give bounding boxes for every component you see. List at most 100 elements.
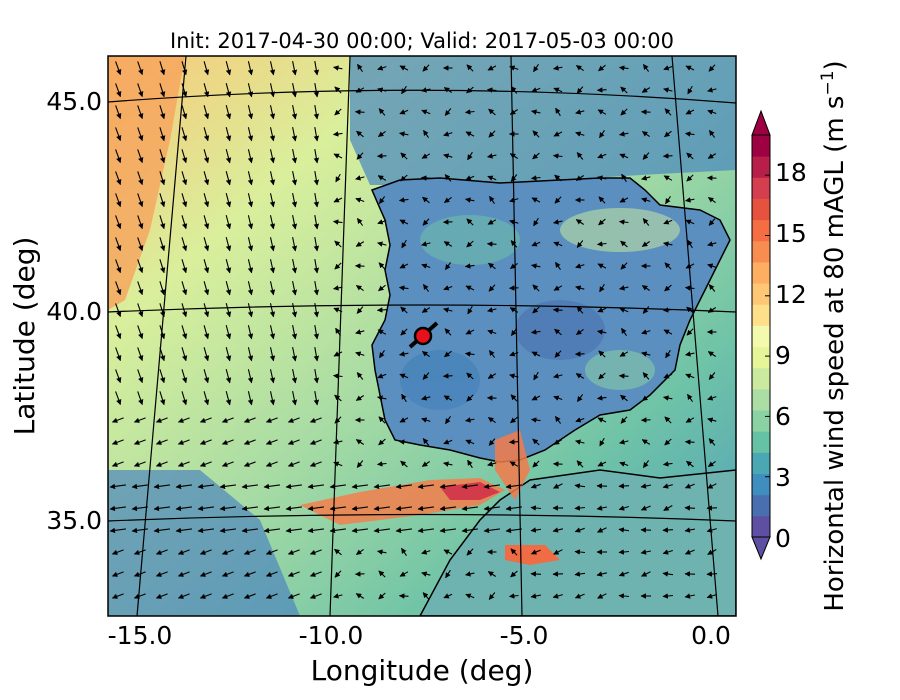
plot-title: Init: 2017-04-30 00:00; Valid: 2017-05-0… (170, 29, 674, 53)
x-axis-label: Longitude (deg) (311, 654, 534, 687)
colorbar-segment (752, 515, 770, 538)
wind-vector-arrow (621, 327, 627, 337)
wind-vector-arrow (509, 109, 519, 115)
wind-vector-arrow (313, 325, 320, 340)
wind-vector-arrow (684, 285, 695, 291)
wind-vector-arrow (421, 350, 430, 358)
wind-vector-arrow (332, 131, 343, 137)
wind-vector-arrow (400, 460, 408, 468)
wind-vector-arrow (685, 109, 695, 115)
wind-vector-arrow (203, 149, 210, 164)
wind-vector-arrow (313, 127, 320, 142)
wind-vector-arrow (421, 417, 431, 423)
wind-vector-arrow (597, 109, 607, 115)
wind-vector-arrow (505, 505, 522, 512)
wind-vector-arrow (269, 171, 276, 186)
wind-vector-arrow (531, 351, 541, 357)
wind-vector-arrow (111, 549, 124, 555)
wind-vector-arrow (203, 193, 210, 208)
wind-vector-arrow (175, 483, 192, 490)
wind-vector-arrow (664, 108, 672, 116)
colorbar-tick-label: 9 (775, 341, 791, 370)
wind-vector-arrow (378, 438, 386, 446)
wind-vector-arrow (575, 417, 585, 423)
wind-vector-arrow (641, 175, 651, 181)
wind-vector-arrow (225, 391, 232, 406)
wind-vector-arrow (706, 527, 717, 533)
wind-vector-arrow (576, 152, 584, 160)
wind-vector-arrow (642, 460, 650, 469)
wind-vector-arrow (596, 87, 607, 93)
colorbar-tick-label: 0 (775, 524, 791, 553)
wind-vector-arrow (575, 373, 585, 379)
wind-vector-arrow (269, 61, 276, 76)
wind-vector-arrow (153, 505, 170, 512)
wind-vector-arrow (575, 219, 585, 225)
wind-vector-arrow (203, 369, 210, 384)
wind-vector-arrow (685, 373, 695, 379)
wind-vector-arrow (307, 527, 324, 534)
wind-vector-arrow (641, 197, 651, 203)
wind-vector-arrow (115, 61, 122, 76)
wind-vector-arrow (373, 527, 390, 534)
wind-vector-arrow (620, 240, 628, 248)
wind-vector-arrow (355, 197, 365, 203)
wind-vector-arrow (159, 237, 166, 252)
wind-vector-arrow (313, 83, 320, 98)
wind-vector-arrow (285, 483, 302, 490)
wind-vector-arrow (355, 329, 365, 335)
wind-vector-arrow (597, 417, 607, 423)
wind-vector-arrow (269, 149, 276, 164)
wind-vector-arrow (203, 171, 210, 186)
wind-vector-arrow (488, 592, 496, 600)
wind-vector-arrow (685, 417, 695, 423)
wind-vector-arrow (131, 483, 148, 490)
wind-vector-arrow (153, 483, 170, 490)
wind-vector-arrow (461, 527, 478, 534)
wind-vector-arrow (620, 416, 628, 424)
wind-vector-arrow (618, 505, 629, 511)
wind-vector-arrow (618, 549, 630, 555)
wind-vector-arrow (329, 527, 346, 534)
wind-vector-arrow (399, 571, 409, 577)
wind-vector-arrow (356, 372, 364, 380)
wind-vector-arrow (641, 351, 651, 357)
colorbar-segment (752, 198, 770, 221)
wind-vector-arrow (203, 127, 210, 142)
wind-vector-arrow (553, 241, 563, 247)
wind-vector-arrow (334, 240, 342, 248)
wind-vector-arrow (133, 461, 146, 467)
wind-vector-arrow (641, 130, 650, 138)
wind-vector-arrow (332, 219, 343, 225)
wind-vector-arrow (597, 307, 607, 313)
wind-vector-arrow (334, 394, 342, 402)
wind-vector-arrow (422, 372, 430, 380)
wind-vector-arrow (351, 483, 368, 490)
wind-vector-arrow (420, 175, 431, 181)
wind-vector-arrow (351, 527, 368, 534)
wind-vector-arrow (247, 369, 254, 384)
colorbar-segment (752, 452, 770, 475)
wind-vector-arrow (399, 131, 409, 137)
wind-vector-arrow (313, 281, 320, 296)
wind-vector-arrow (487, 219, 497, 225)
wind-vector-arrow (159, 281, 166, 296)
wind-vector-arrow (707, 460, 716, 468)
colorbar-frame (751, 134, 771, 538)
wind-vector-arrow (137, 369, 144, 384)
wind-vector-arrow (378, 592, 386, 600)
x-tick-label: -15.0 (108, 621, 173, 650)
wind-vector-arrow (684, 131, 695, 137)
wind-vector-arrow (333, 439, 343, 445)
wind-vector-arrow (685, 351, 695, 357)
wind-vector-arrow (329, 483, 346, 490)
wind-vector-arrow (465, 329, 475, 335)
wind-vector-arrow (243, 461, 256, 467)
wind-vector-arrow (225, 347, 232, 362)
wind-vector-arrow (225, 61, 232, 76)
wind-vector-arrow (530, 527, 542, 533)
wind-vector-arrow (599, 283, 605, 293)
wind-vector-arrow (554, 196, 562, 204)
wind-vector-arrow (421, 395, 431, 401)
wind-vector-arrow (444, 328, 452, 336)
